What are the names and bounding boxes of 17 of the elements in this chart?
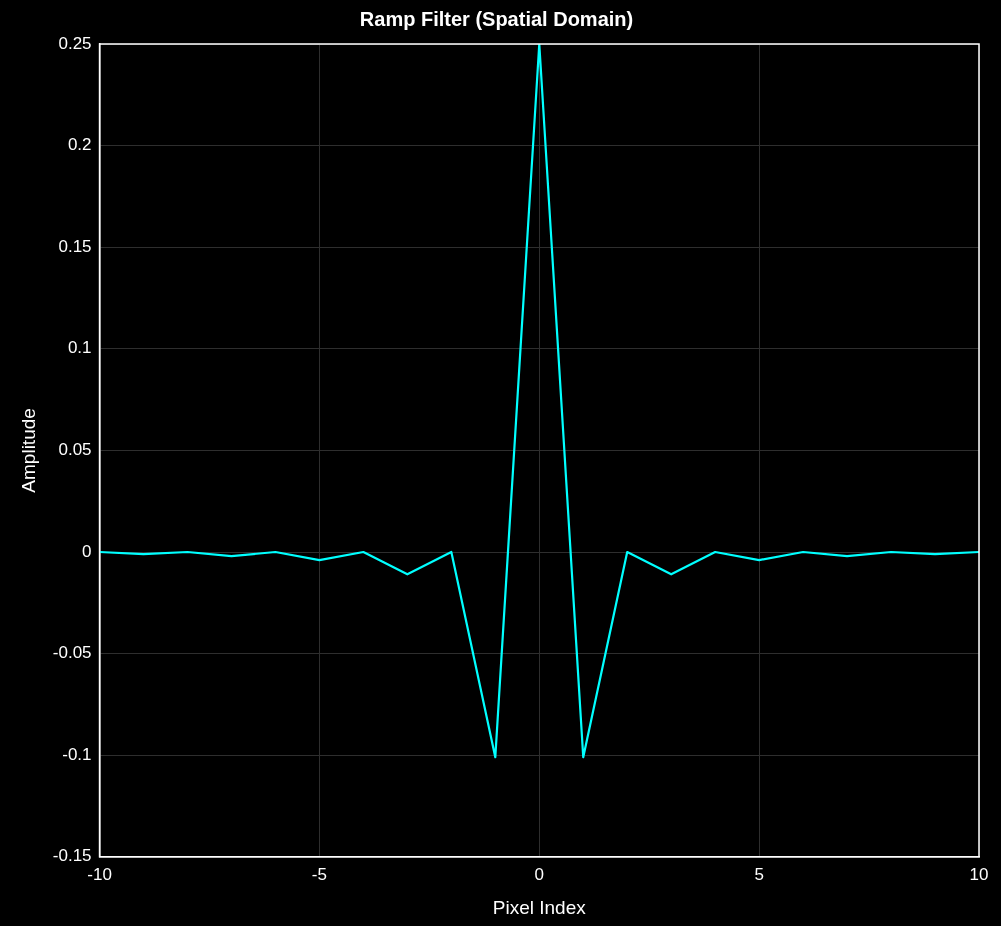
y-axis-title: Amplitude	[17, 408, 39, 493]
y-tick-label: 0.2	[67, 135, 92, 155]
y-tick-label: 0.15	[58, 236, 92, 256]
x-tick-label: -10	[87, 864, 112, 884]
chart-title: Ramp Filter (Spatial Domain)	[359, 7, 634, 30]
x-tick-label: 10	[969, 864, 989, 884]
x-tick-label: 0	[534, 864, 545, 884]
y-tick-label: -0.15	[52, 846, 92, 866]
y-tick-label: 0.25	[58, 33, 92, 53]
y-tick-label: -0.1	[62, 744, 92, 764]
y-tick-label: -0.05	[52, 643, 92, 663]
y-tick-label: 0	[82, 541, 92, 561]
x-axis-title: Pixel Index	[492, 896, 587, 918]
y-tick-label: 0.05	[58, 440, 92, 460]
x-tick-label: 5	[754, 864, 764, 884]
y-tick-label: 0.1	[67, 338, 92, 358]
x-tick-label: -5	[311, 864, 327, 884]
